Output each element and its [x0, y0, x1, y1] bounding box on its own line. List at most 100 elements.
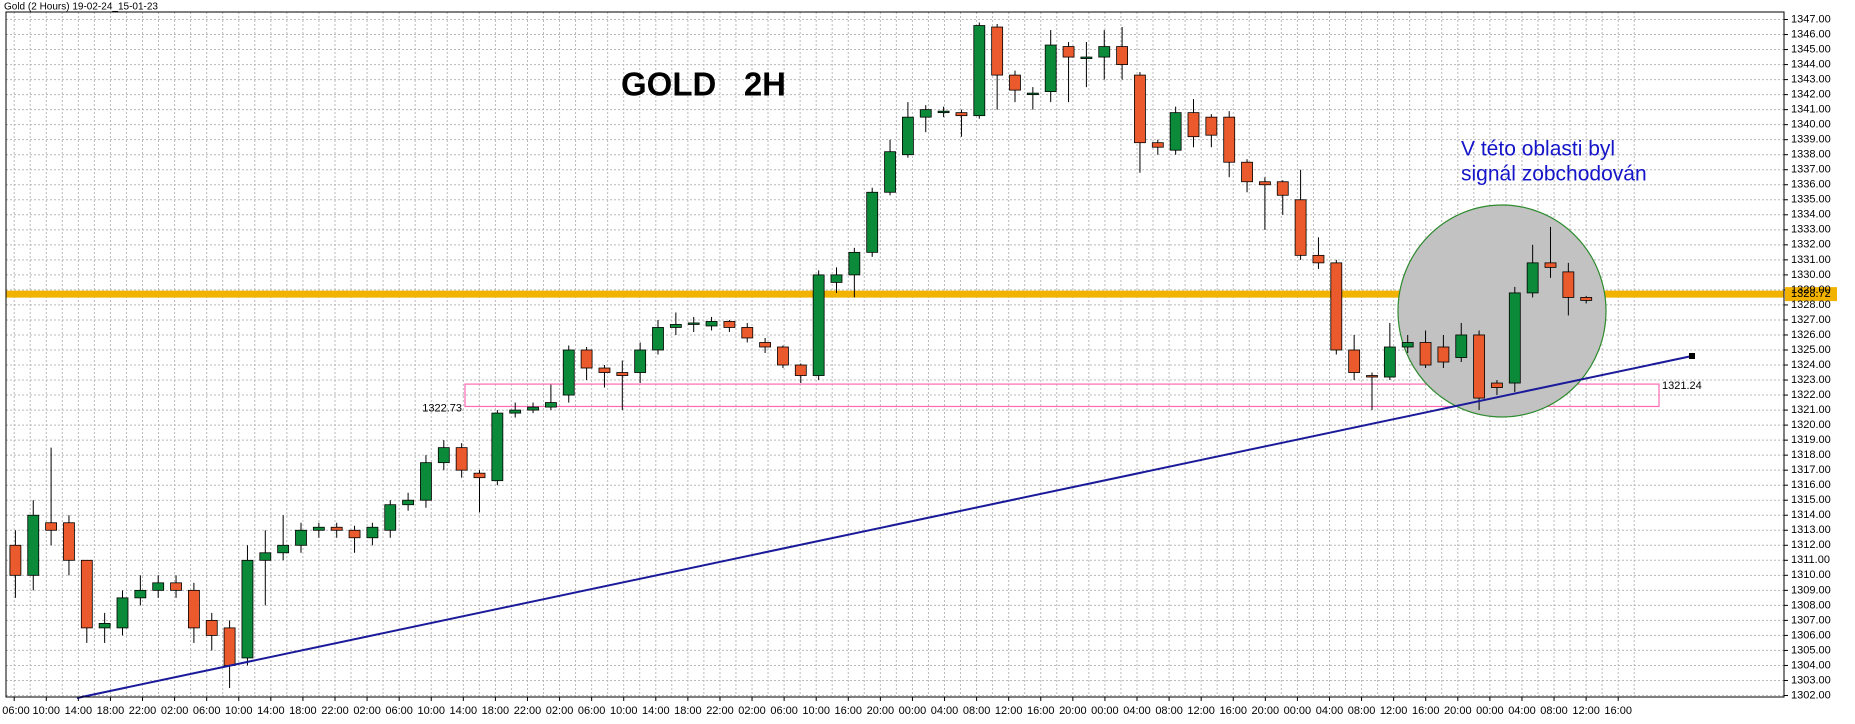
candle-body [973, 25, 986, 117]
x-tick-label: 12:00 [1572, 705, 1600, 717]
candle-body [1419, 342, 1432, 366]
x-tick-label: 00:00 [899, 705, 927, 717]
zone-bottom-label: 1321.24 [1662, 380, 1702, 392]
candle-body [1134, 74, 1146, 144]
candle-body [277, 544, 290, 554]
candle-body [1348, 349, 1361, 373]
x-tick-label: 16:00 [1604, 705, 1632, 717]
candle-body [420, 462, 432, 501]
candle-body [562, 349, 575, 396]
candle-body [616, 372, 629, 376]
candle-body [830, 274, 843, 283]
candle-body [1259, 181, 1271, 186]
candle-body [366, 526, 379, 539]
candle-body [1009, 74, 1021, 91]
x-tick-label: 16:00 [1219, 705, 1247, 717]
zone-top-label: 1322.73 [422, 402, 462, 414]
trendline-handle [1689, 353, 1695, 359]
candle-body [1080, 56, 1093, 59]
candle-body [1026, 92, 1039, 96]
x-tick-label: 08:00 [1348, 705, 1376, 717]
candle-body [402, 499, 415, 506]
candle-body [1312, 254, 1325, 264]
zone [464, 383, 1660, 408]
x-tick-label: 18:00 [97, 705, 125, 717]
candle-body [152, 582, 165, 591]
y-tick-label: 1308.00 [1791, 599, 1831, 611]
chart-title: Gold (2 Hours) 19-02-24_15-01-23 [4, 2, 158, 13]
candle-body [1526, 262, 1539, 294]
overlay: 1328.72 1322.73 1321.24 [76, 287, 1837, 699]
candle-body [991, 26, 1004, 76]
x-tick-label: 06:00 [385, 705, 413, 717]
y-tick-label: 1332.00 [1791, 239, 1831, 251]
x-tick-label: 02:00 [546, 705, 574, 717]
x-tick-label: 14:00 [65, 705, 93, 717]
x-tick-label: 10:00 [802, 705, 830, 717]
x-tick-label: 06:00 [2, 705, 30, 717]
candle-body [705, 321, 718, 327]
y-tick-label: 1327.00 [1791, 314, 1831, 326]
candle-body [295, 529, 307, 546]
candle-body [1276, 181, 1289, 196]
y-tick-label: 1309.00 [1791, 584, 1831, 596]
y-tick-label: 1342.00 [1791, 89, 1831, 101]
candle-body [223, 627, 236, 666]
x-tick-label: 02:00 [161, 705, 189, 717]
candle-body [187, 589, 200, 629]
y-tick-label: 1313.00 [1791, 524, 1831, 536]
candle-body [1116, 46, 1128, 65]
candle-body [1544, 262, 1557, 268]
x-tick-label: 06:00 [770, 705, 798, 717]
candle-body [259, 552, 272, 561]
y-tick-label: 1314.00 [1791, 509, 1831, 521]
candle-body [884, 151, 896, 193]
y-tick-label: 1322.00 [1791, 389, 1831, 401]
candle-body [919, 109, 932, 118]
x-tick-label: 04:00 [1316, 705, 1344, 717]
candle-body [455, 447, 468, 471]
x-tick-label: 22:00 [321, 705, 349, 717]
candle-body [116, 597, 129, 629]
candle-body [80, 559, 93, 629]
candle-body [27, 514, 40, 576]
candle-body [1241, 161, 1253, 183]
candle-body [794, 364, 807, 376]
x-tick-label: 20:00 [1059, 705, 1087, 717]
candle-body [1491, 382, 1503, 388]
highlight-circle [1397, 204, 1607, 418]
candle-body [241, 559, 254, 659]
candle-body [437, 447, 450, 464]
annotation: signál zobchodován [1461, 163, 1647, 186]
y-tick-label: 1331.00 [1791, 254, 1831, 266]
y-tick-label: 1339.00 [1791, 134, 1831, 146]
candle-body [1455, 334, 1468, 358]
annotation: V této oblasti byl [1461, 138, 1615, 161]
y-tick-label: 1303.00 [1791, 674, 1831, 686]
candle-body [652, 327, 664, 351]
candle-body [687, 322, 700, 325]
plot-border [5, 11, 1785, 698]
y-tick-label: 1341.00 [1791, 104, 1831, 116]
drawings [6, 204, 1784, 418]
y-tick-label: 1325.00 [1791, 344, 1831, 356]
y-tick-label: 1319.00 [1791, 434, 1831, 446]
y-tick-label: 1344.00 [1791, 58, 1831, 70]
y-tick-label: 1347.00 [1791, 13, 1831, 25]
x-tick-label: 10:00 [417, 705, 445, 717]
y-tick-label: 1343.00 [1791, 74, 1831, 86]
x-tick-label: 08:00 [1155, 705, 1183, 717]
candle-body [1294, 199, 1307, 256]
x-tick-label: 00:00 [1091, 705, 1119, 717]
candle-body [937, 110, 950, 114]
candle-body [330, 526, 343, 531]
candle-body [1366, 375, 1378, 378]
candle-body [170, 582, 182, 591]
candle-body [45, 522, 57, 531]
candle-body [1098, 46, 1111, 58]
y-tick-label: 1333.00 [1791, 224, 1831, 236]
candle-body [866, 191, 879, 253]
x-tick-label: 12:00 [1187, 705, 1215, 717]
y-tick-label: 1320.00 [1791, 419, 1831, 431]
